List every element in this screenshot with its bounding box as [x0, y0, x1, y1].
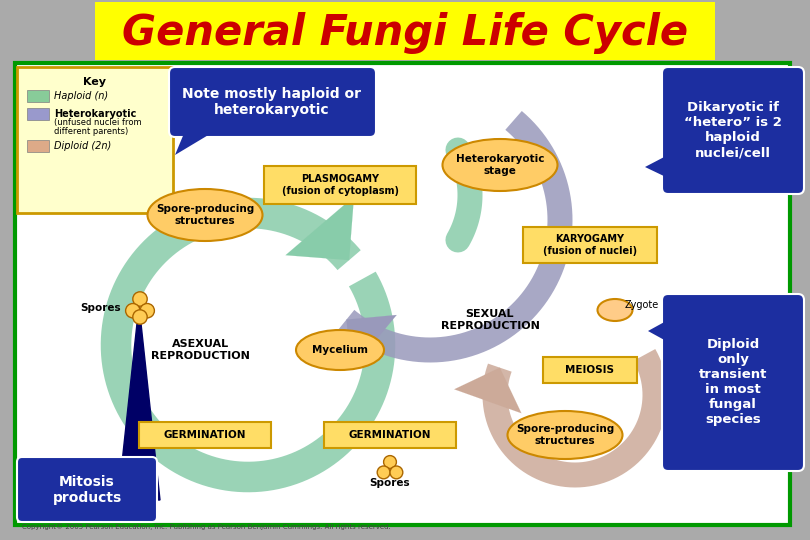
Text: General Fungi Life Cycle: General Fungi Life Cycle	[122, 12, 688, 54]
FancyBboxPatch shape	[139, 422, 271, 448]
Text: Spores: Spores	[369, 478, 411, 488]
FancyBboxPatch shape	[264, 166, 416, 204]
Ellipse shape	[377, 466, 390, 479]
FancyBboxPatch shape	[17, 67, 173, 213]
Text: Key: Key	[83, 77, 106, 87]
Text: GERMINATION: GERMINATION	[164, 430, 246, 440]
Ellipse shape	[384, 456, 396, 468]
Text: Diploid (2n): Diploid (2n)	[54, 141, 111, 151]
Text: Spore-producing
structures: Spore-producing structures	[516, 424, 614, 446]
Text: Note mostly haploid or
heterokaryotic: Note mostly haploid or heterokaryotic	[182, 87, 361, 117]
Text: Spore-producing
structures: Spore-producing structures	[156, 204, 254, 226]
Text: KARYOGAMY
(fusion of nuclei): KARYOGAMY (fusion of nuclei)	[543, 234, 637, 256]
Ellipse shape	[442, 139, 557, 191]
Ellipse shape	[508, 411, 623, 459]
Text: ASEXUAL
REPRODUCTION: ASEXUAL REPRODUCTION	[151, 339, 249, 361]
Text: Copyright© 2005 Pearson Education, Inc. Publishing as Pearson Benjamin Cummings.: Copyright© 2005 Pearson Education, Inc. …	[22, 524, 390, 530]
Text: Diploid
only
transient
in most
fungal
species: Diploid only transient in most fungal sp…	[699, 338, 767, 426]
FancyBboxPatch shape	[662, 294, 804, 471]
Ellipse shape	[147, 189, 262, 241]
FancyBboxPatch shape	[662, 67, 804, 194]
Text: PLASMOGAMY
(fusion of cytoplasm): PLASMOGAMY (fusion of cytoplasm)	[282, 174, 399, 196]
Ellipse shape	[133, 292, 147, 306]
Text: Spores: Spores	[80, 303, 121, 313]
Text: SEXUAL
REPRODUCTION: SEXUAL REPRODUCTION	[441, 309, 539, 331]
FancyBboxPatch shape	[169, 67, 376, 137]
Ellipse shape	[296, 330, 384, 370]
Text: (unfused nuclei from: (unfused nuclei from	[54, 118, 142, 127]
Text: Heterokaryotic
stage: Heterokaryotic stage	[456, 154, 544, 176]
FancyBboxPatch shape	[523, 227, 657, 263]
Text: Haploid (n): Haploid (n)	[54, 91, 108, 101]
FancyBboxPatch shape	[543, 357, 637, 383]
Text: Heterokaryotic: Heterokaryotic	[54, 109, 136, 119]
FancyBboxPatch shape	[27, 140, 49, 152]
Polygon shape	[645, 155, 668, 178]
Text: different parents): different parents)	[54, 126, 128, 136]
Ellipse shape	[133, 310, 147, 324]
Text: Dikaryotic if
“hetero” is 2
haploid
nuclei/cell: Dikaryotic if “hetero” is 2 haploid nucl…	[684, 101, 782, 159]
Ellipse shape	[140, 303, 155, 318]
Polygon shape	[118, 305, 160, 500]
FancyBboxPatch shape	[324, 422, 456, 448]
Ellipse shape	[390, 466, 403, 479]
Text: Mycelium: Mycelium	[312, 345, 368, 355]
Text: GERMINATION: GERMINATION	[349, 430, 431, 440]
Polygon shape	[648, 320, 668, 342]
FancyBboxPatch shape	[27, 90, 49, 102]
Ellipse shape	[126, 303, 140, 318]
Text: MEIOSIS: MEIOSIS	[565, 365, 615, 375]
Text: Zygote: Zygote	[625, 300, 659, 310]
FancyBboxPatch shape	[15, 63, 790, 525]
FancyBboxPatch shape	[17, 457, 157, 522]
Ellipse shape	[598, 299, 633, 321]
FancyBboxPatch shape	[95, 2, 715, 60]
Polygon shape	[175, 131, 215, 155]
FancyBboxPatch shape	[27, 108, 49, 120]
Text: Mitosis
products: Mitosis products	[53, 475, 122, 505]
